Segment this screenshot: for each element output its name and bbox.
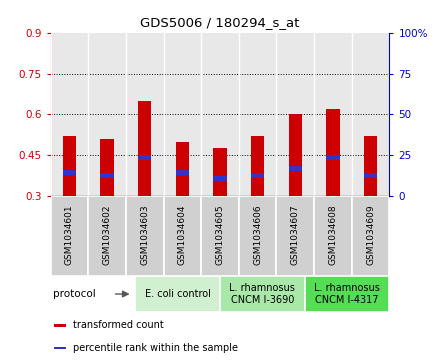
Text: L. rhamnosus
CNCM I-3690: L. rhamnosus CNCM I-3690 bbox=[229, 283, 295, 305]
Text: GSM1034607: GSM1034607 bbox=[291, 204, 300, 265]
Bar bbox=[251, 136, 264, 196]
Bar bbox=[289, 114, 302, 196]
Bar bbox=[305, 276, 389, 312]
Text: GSM1034605: GSM1034605 bbox=[216, 204, 224, 265]
Bar bbox=[100, 139, 114, 196]
Bar bbox=[176, 142, 189, 196]
Text: GSM1034609: GSM1034609 bbox=[366, 204, 375, 265]
Text: GSM1034604: GSM1034604 bbox=[178, 204, 187, 265]
Text: L. rhamnosus
CNCM I-4317: L. rhamnosus CNCM I-4317 bbox=[314, 283, 380, 305]
Bar bbox=[220, 276, 305, 312]
Bar bbox=[63, 170, 76, 175]
Bar bbox=[213, 148, 227, 196]
Bar bbox=[63, 136, 76, 196]
Bar bbox=[138, 101, 151, 196]
Bar bbox=[88, 196, 126, 276]
Title: GDS5006 / 180294_s_at: GDS5006 / 180294_s_at bbox=[140, 16, 300, 29]
Bar bbox=[352, 196, 389, 276]
Bar bbox=[164, 196, 201, 276]
Bar bbox=[326, 155, 340, 160]
Bar bbox=[314, 196, 352, 276]
Bar bbox=[326, 109, 340, 196]
Bar bbox=[239, 196, 276, 276]
Text: protocol: protocol bbox=[53, 289, 96, 299]
Bar bbox=[138, 155, 151, 160]
Bar bbox=[51, 196, 88, 276]
Bar bbox=[201, 196, 239, 276]
Bar bbox=[364, 136, 377, 196]
Bar bbox=[136, 276, 220, 312]
Bar bbox=[289, 166, 302, 171]
Text: GSM1034601: GSM1034601 bbox=[65, 204, 74, 265]
Bar bbox=[126, 196, 164, 276]
Text: percentile rank within the sample: percentile rank within the sample bbox=[73, 343, 238, 353]
Bar bbox=[54, 324, 66, 327]
Text: GSM1034603: GSM1034603 bbox=[140, 204, 149, 265]
Bar bbox=[176, 170, 189, 175]
Text: GSM1034606: GSM1034606 bbox=[253, 204, 262, 265]
Text: GSM1034608: GSM1034608 bbox=[328, 204, 337, 265]
Bar bbox=[54, 347, 66, 350]
Bar bbox=[251, 173, 264, 178]
Text: E. coli control: E. coli control bbox=[145, 289, 211, 299]
Bar bbox=[213, 176, 227, 181]
Bar bbox=[100, 173, 114, 178]
Bar bbox=[364, 173, 377, 178]
Text: GSM1034602: GSM1034602 bbox=[103, 204, 112, 265]
Text: transformed count: transformed count bbox=[73, 321, 163, 330]
Bar bbox=[276, 196, 314, 276]
